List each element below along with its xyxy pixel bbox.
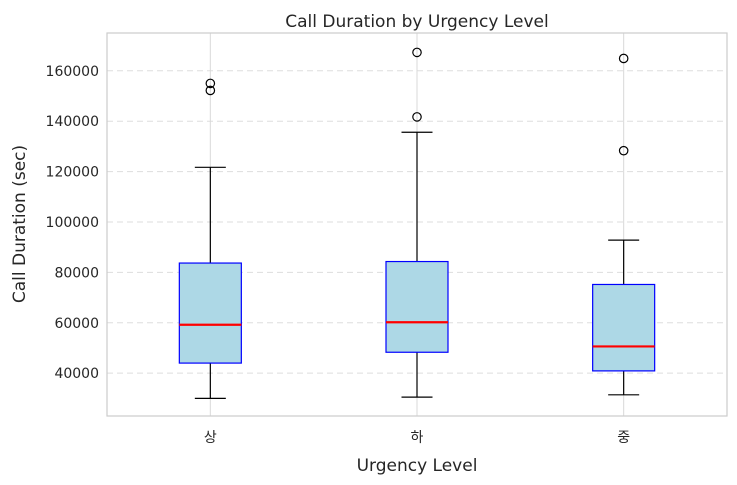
x-axis-label: Urgency Level [357, 456, 478, 476]
y-tick-label: 40000 [54, 366, 99, 382]
x-tick-label: 중 [617, 430, 630, 446]
outlier-point [412, 112, 422, 122]
y-tick-label: 120000 [46, 165, 99, 181]
chart-title: Call Duration by Urgency Level [285, 12, 548, 32]
box-group [385, 47, 449, 398]
box-group [592, 53, 656, 396]
outlier-point [205, 85, 216, 96]
iqr-box [178, 262, 242, 364]
iqr-box [592, 283, 656, 372]
y-tick-label: 60000 [54, 316, 99, 332]
y-tick-label: 140000 [46, 114, 99, 130]
box-group [178, 78, 242, 399]
iqr-box [385, 260, 449, 353]
outlier-point [205, 78, 216, 89]
outlier-point [412, 47, 422, 58]
y-tick-label: 80000 [54, 265, 99, 281]
outlier-point [618, 53, 629, 64]
boxes-layer [178, 47, 656, 399]
outlier-point [618, 145, 629, 156]
y-axis-label: Call Duration (sec) [10, 145, 30, 303]
ticks-layer: 40000 60000 80000 100000 120000 140000 160000 상… [46, 64, 631, 446]
x-tick-label: 하 [411, 430, 424, 446]
y-tick-label: 160000 [46, 64, 99, 80]
y-tick-label: 100000 [46, 215, 99, 231]
plot-area-frame [106, 32, 728, 417]
x-tick-label: 상 [204, 430, 217, 446]
